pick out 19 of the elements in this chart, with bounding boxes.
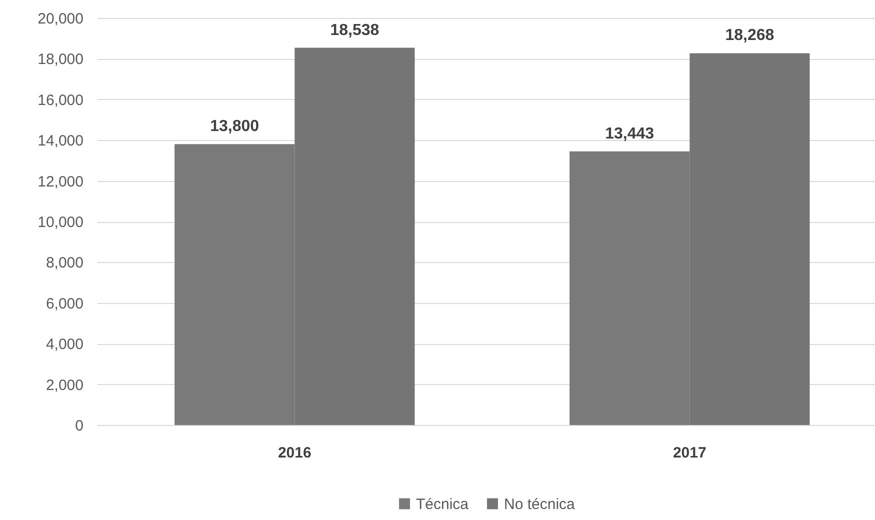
y-tick-label: 20,000 [38, 10, 84, 28]
y-tick-label: 10,000 [38, 214, 84, 231]
legend-label: No técnica [504, 496, 576, 513]
data-label: 18,538 [330, 22, 380, 39]
x-tick-label: 2017 [672, 444, 706, 462]
legend-label: Técnica [416, 496, 470, 513]
y-tick-label: 14,000 [38, 132, 84, 150]
x-tick-label: 2016 [278, 444, 312, 462]
data-label: 13,800 [210, 118, 260, 136]
y-tick-label: 16,000 [38, 92, 84, 109]
y-tick-label: 2,000 [46, 376, 84, 394]
y-tick-label: 8,000 [46, 254, 84, 272]
y-tick-label: 4,000 [46, 336, 84, 354]
data-label: 13,443 [605, 125, 654, 142]
data-label: 18,268 [725, 27, 774, 44]
y-tick-label: 0 [75, 418, 84, 434]
y-tick-label: 12,000 [38, 173, 84, 190]
y-tick-label: 18,000 [38, 51, 84, 68]
y-tick-label: 6,000 [46, 295, 84, 312]
